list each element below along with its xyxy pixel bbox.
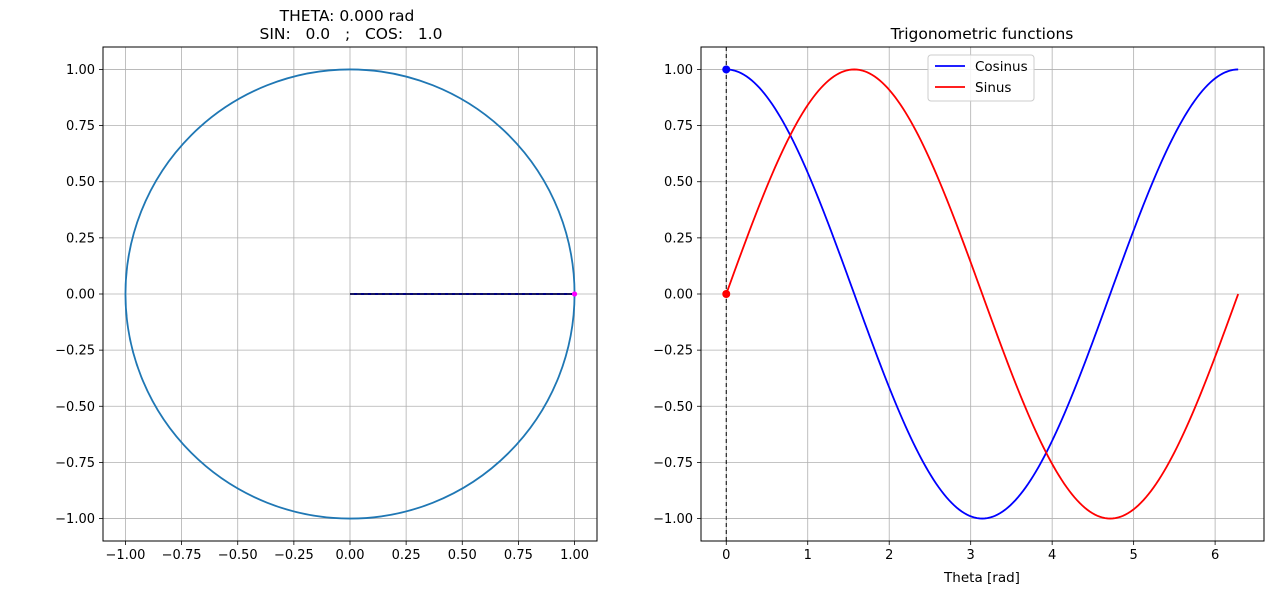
legend-label-sinus: Sinus <box>975 80 1011 96</box>
y-tick-label: 0.00 <box>664 288 693 303</box>
x-tick-label: 0.00 <box>336 548 365 563</box>
left-ticks: −1.00 −0.75 −0.50 −0.25 0.00 0.25 0.50 0.75 1.00… <box>55 63 589 563</box>
angle-point <box>571 291 578 297</box>
left-plot-area <box>124 68 578 520</box>
x-tick-label: −0.50 <box>218 548 258 563</box>
x-tick-label: 3 <box>967 548 975 563</box>
right-title: Trigonometric functions <box>890 25 1074 43</box>
marker-cosinus <box>722 65 731 74</box>
y-tick-label: 1.00 <box>66 63 95 78</box>
x-tick-label: 5 <box>1129 548 1137 563</box>
marker-sinus <box>722 290 731 298</box>
right-x-axis-label: Theta [rad] <box>943 570 1020 586</box>
x-tick-label: −0.25 <box>274 548 314 563</box>
y-tick-label: 0.25 <box>66 231 95 246</box>
y-tick-label: 0.75 <box>66 119 95 134</box>
x-tick-label: 0.25 <box>392 548 421 563</box>
trig-functions-chart: Trigonometric functions 0 1 2 3 4 5 61.000.750… <box>653 25 1265 586</box>
y-tick-label: −0.25 <box>653 344 693 359</box>
unit-circle-chart: THETA: 0.000 rad SIN: 0.0 ; COS: 1.0 −1.… <box>55 7 598 563</box>
x-tick-label: 1.00 <box>560 548 589 563</box>
y-tick-label: −0.75 <box>653 456 693 471</box>
left-title-line2: SIN: 0.0 ; COS: 1.0 <box>260 25 443 43</box>
x-tick-label: 6 <box>1211 548 1219 563</box>
right-ticks: 0 1 2 3 4 5 6 1.00 0.75 0.50 0.25 0.00 −0.25 −0.50 −0.… <box>653 63 1219 563</box>
legend: Cosinus Sinus <box>927 54 1035 102</box>
y-tick-label: 0.75 <box>664 119 693 134</box>
y-tick-label: −1.00 <box>55 512 95 527</box>
x-tick-label: −0.75 <box>162 548 202 563</box>
y-tick-label: −0.50 <box>653 400 693 415</box>
x-tick-label: 2 <box>885 548 893 563</box>
y-tick-label: −0.25 <box>55 344 95 359</box>
legend-label-cosinus: Cosinus <box>975 59 1028 75</box>
y-tick-label: 0.00 <box>66 288 95 303</box>
y-tick-label: 0.50 <box>664 175 693 190</box>
y-tick-label: 0.25 <box>664 231 693 246</box>
x-tick-label: 1 <box>804 548 812 563</box>
right-plot-area <box>722 47 1240 541</box>
y-tick-label: 1.00 <box>664 63 693 78</box>
y-tick-label: 0.50 <box>66 175 95 190</box>
y-tick-label: −0.50 <box>55 400 95 415</box>
left-title-line1: THETA: 0.000 rad <box>279 7 415 25</box>
y-tick-label: −0.75 <box>55 456 95 471</box>
series-line-cosinus <box>726 68 1239 520</box>
x-tick-label: 0.50 <box>448 548 477 563</box>
x-tick-label: 0.75 <box>504 548 533 563</box>
x-tick-label: 0 <box>722 548 730 563</box>
y-tick-label: −1.00 <box>653 512 693 527</box>
x-tick-label: −1.00 <box>106 548 146 563</box>
x-tick-label: 4 <box>1048 548 1056 563</box>
series-line-sinus <box>725 68 1240 520</box>
